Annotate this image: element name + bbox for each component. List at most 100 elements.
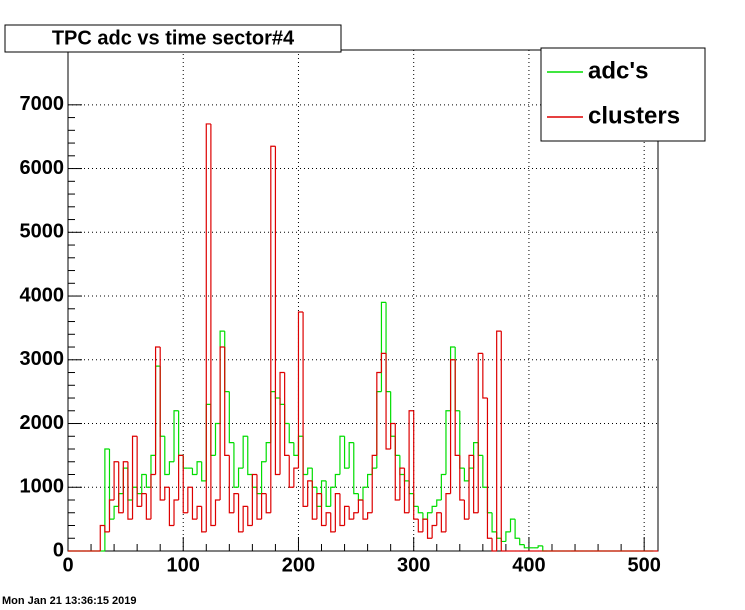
x-tick-label: 100 bbox=[167, 554, 200, 576]
histogram-bin bbox=[348, 442, 354, 469]
histogram-bin bbox=[413, 410, 419, 520]
histogram-bin bbox=[233, 442, 239, 488]
histogram-bin bbox=[468, 467, 474, 481]
histogram-bin bbox=[113, 461, 119, 501]
histogram-bin bbox=[463, 500, 470, 520]
histogram-bin bbox=[302, 436, 308, 476]
histogram-bin bbox=[334, 473, 340, 488]
histogram-bin bbox=[205, 403, 211, 481]
histogram-bin bbox=[477, 352, 483, 513]
histogram-bin bbox=[500, 331, 506, 552]
histogram-bin bbox=[537, 545, 543, 548]
histogram-bin bbox=[436, 499, 442, 507]
histogram-bin bbox=[399, 455, 405, 476]
histogram-bin bbox=[399, 467, 405, 501]
histogram-bin bbox=[330, 486, 336, 507]
histogram-bin bbox=[459, 410, 465, 469]
histogram-bin bbox=[542, 545, 548, 552]
histogram-bin bbox=[316, 493, 322, 520]
histogram-bin bbox=[339, 493, 345, 527]
title-box bbox=[4, 24, 342, 53]
histogram-bin bbox=[228, 455, 234, 514]
histogram-bin bbox=[99, 524, 105, 551]
histogram-bin bbox=[413, 493, 419, 507]
histogram-bin bbox=[196, 461, 202, 475]
histogram-bin bbox=[164, 486, 170, 501]
histogram-bin bbox=[136, 436, 142, 507]
histogram-bin bbox=[127, 461, 133, 520]
histogram-bin bbox=[274, 146, 281, 476]
histogram-bin bbox=[334, 493, 340, 532]
histogram-bin bbox=[104, 525, 110, 533]
histogram-bin bbox=[191, 487, 198, 520]
histogram-bin bbox=[403, 474, 410, 482]
histogram-bin bbox=[159, 347, 165, 501]
histogram-bin bbox=[445, 410, 451, 475]
histogram-bin bbox=[145, 493, 151, 520]
histogram-bin bbox=[302, 311, 308, 507]
histogram-bin bbox=[320, 480, 327, 507]
histogram-bin bbox=[500, 538, 506, 543]
histogram-bin bbox=[477, 442, 483, 456]
histogram-bin bbox=[422, 512, 428, 520]
histogram-bin bbox=[141, 493, 147, 507]
histogram-bin bbox=[482, 455, 488, 488]
histogram-bin bbox=[274, 391, 281, 399]
histogram-bin bbox=[205, 123, 211, 532]
histogram-bin bbox=[131, 486, 138, 501]
histogram-bin bbox=[380, 301, 387, 392]
histogram-bin bbox=[150, 473, 156, 520]
histogram-bin bbox=[251, 473, 257, 526]
histogram-bin bbox=[265, 493, 271, 514]
histogram-bin bbox=[127, 468, 133, 501]
histogram-bin bbox=[468, 454, 474, 520]
histogram-bin bbox=[473, 455, 479, 514]
histogram-bin bbox=[408, 480, 414, 495]
histogram-bin bbox=[426, 519, 433, 539]
y-tick-label: 2000 bbox=[20, 412, 65, 434]
histogram-bin bbox=[376, 391, 382, 469]
histogram-bin bbox=[417, 519, 423, 533]
histogram-bin bbox=[330, 512, 336, 533]
histogram-bin bbox=[343, 436, 350, 469]
histogram-bin bbox=[403, 468, 410, 514]
y-tick-label: 7000 bbox=[20, 93, 65, 115]
histogram-bin bbox=[422, 518, 428, 532]
y-tick-label: 5000 bbox=[20, 221, 65, 243]
histogram-bin bbox=[154, 346, 161, 475]
histogram-bin bbox=[376, 371, 382, 456]
chart-title: TPC adc vs time sector#4 bbox=[52, 27, 295, 49]
histogram-bin bbox=[353, 442, 359, 495]
histogram-bin bbox=[514, 519, 520, 539]
histogram-bin bbox=[385, 302, 391, 393]
histogram-bin bbox=[311, 480, 317, 520]
histogram-bin bbox=[214, 422, 221, 456]
histogram-bin bbox=[196, 505, 202, 520]
histogram-bin bbox=[136, 487, 142, 495]
y-tick-label: 1000 bbox=[20, 476, 65, 498]
histogram-bin bbox=[233, 493, 239, 513]
histogram-bin bbox=[219, 330, 225, 424]
x-tick-label: 200 bbox=[282, 554, 315, 576]
histogram-bin bbox=[108, 449, 115, 520]
histogram-bin bbox=[104, 448, 110, 551]
histogram-bin bbox=[242, 505, 248, 532]
histogram-bin bbox=[224, 331, 230, 393]
histogram-bin bbox=[122, 461, 128, 513]
y-tick-label: 3000 bbox=[20, 348, 65, 370]
histogram-bin bbox=[168, 461, 175, 475]
histogram-bin bbox=[159, 366, 165, 437]
histogram-bin bbox=[178, 410, 184, 456]
histogram-bin bbox=[390, 391, 396, 437]
histogram-bin bbox=[182, 455, 188, 469]
histogram-bin bbox=[362, 486, 368, 501]
histogram-bin bbox=[237, 467, 244, 488]
histogram-bin bbox=[454, 347, 460, 412]
histogram-bin bbox=[436, 512, 442, 526]
histogram-bin bbox=[131, 435, 138, 520]
histogram-bin bbox=[496, 531, 502, 539]
histogram-bin bbox=[473, 442, 479, 469]
histogram-bin bbox=[459, 455, 465, 501]
y-tick-label: 0 bbox=[53, 539, 64, 561]
